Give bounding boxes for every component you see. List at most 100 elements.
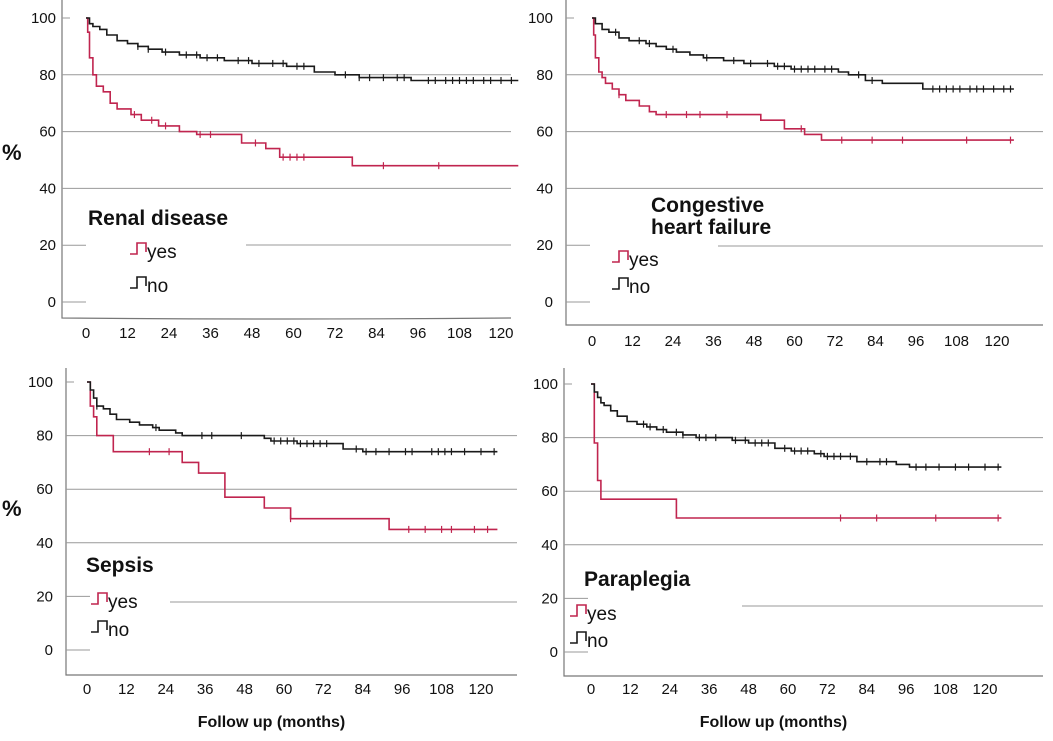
x-tick-label: 36 bbox=[197, 681, 214, 698]
legend-marker-yes bbox=[612, 250, 629, 263]
y-tick-label: 80 bbox=[36, 428, 53, 445]
chart-title: Sepsis bbox=[86, 554, 154, 577]
x-tick-label: 108 bbox=[447, 325, 472, 342]
x-tick-label: 84 bbox=[368, 325, 385, 342]
legend-label-no: no bbox=[147, 276, 168, 297]
x-tick-label: 60 bbox=[276, 681, 293, 698]
km-line-yes bbox=[86, 17, 519, 167]
y-tick-label: 100 bbox=[528, 10, 553, 27]
km-line-no bbox=[592, 17, 1014, 90]
y-tick-label: 60 bbox=[541, 483, 558, 500]
km-line-no bbox=[591, 383, 1002, 468]
y-tick-label: 100 bbox=[31, 10, 56, 27]
x-tick-label: 72 bbox=[819, 681, 836, 698]
x-axis-label: Follow up (months) bbox=[700, 714, 848, 731]
x-tick-label: 0 bbox=[83, 681, 91, 698]
x-tick-label: 72 bbox=[827, 333, 844, 350]
y-tick-label: 100 bbox=[533, 376, 558, 393]
x-tick-label: 24 bbox=[665, 333, 682, 350]
x-tick-label: 96 bbox=[898, 681, 915, 698]
x-tick-label: 48 bbox=[740, 681, 757, 698]
plot-frame bbox=[65, 368, 517, 676]
x-tick-label: 60 bbox=[285, 325, 302, 342]
plot-frame bbox=[565, 0, 1043, 326]
chart-panel-p4: 0 20 40 60 80 100 0 12 24 36 48 60 72 84 96 108 120 Follo… bbox=[533, 368, 1043, 731]
y-tick-label: 0 bbox=[45, 642, 53, 659]
km-line-yes bbox=[591, 383, 1002, 519]
legend-marker-no bbox=[130, 276, 147, 289]
x-tick-label: 120 bbox=[468, 681, 493, 698]
y-tick-label: 80 bbox=[541, 430, 558, 447]
legend-marker-no bbox=[570, 631, 587, 644]
y-tick-label: 20 bbox=[36, 588, 53, 605]
km-line-no bbox=[86, 17, 519, 82]
legend-marker-yes bbox=[570, 604, 587, 617]
y-tick-label: 60 bbox=[536, 124, 553, 141]
chart-title: Paraplegia bbox=[584, 568, 691, 591]
legend-label-yes: yes bbox=[108, 592, 138, 613]
y-axis-label: % bbox=[2, 140, 22, 165]
x-tick-label: 96 bbox=[908, 333, 925, 350]
y-axis-label: % bbox=[2, 496, 22, 521]
chart-panel-p2: 0 20 40 60 80 100 0 12 24 36 48 60 72 84 96 108 120 Conge… bbox=[528, 0, 1043, 350]
plot-frame bbox=[61, 0, 512, 320]
chart-title: Renal disease bbox=[88, 207, 228, 230]
x-tick-label: 108 bbox=[933, 681, 958, 698]
y-tick-label: 20 bbox=[536, 237, 553, 254]
chart-title: Congestive bbox=[651, 194, 764, 217]
x-tick-label: 120 bbox=[984, 333, 1009, 350]
y-tick-label: 40 bbox=[39, 180, 56, 197]
x-tick-label: 120 bbox=[972, 681, 997, 698]
chart-panel-p3: 0 20 40 60 80 100 0 12 24 36 48 60 72 84 96 108 120% Foll… bbox=[2, 368, 517, 731]
x-tick-label: 60 bbox=[780, 681, 797, 698]
x-tick-label: 24 bbox=[161, 325, 178, 342]
km-line-no bbox=[87, 381, 498, 453]
x-tick-label: 84 bbox=[867, 333, 884, 350]
chart-title: heart failure bbox=[651, 216, 771, 239]
y-tick-label: 80 bbox=[536, 67, 553, 84]
x-tick-label: 84 bbox=[858, 681, 875, 698]
km-line-yes bbox=[592, 17, 1014, 141]
x-tick-label: 72 bbox=[327, 325, 344, 342]
y-tick-label: 20 bbox=[39, 237, 56, 254]
x-tick-label: 48 bbox=[244, 325, 261, 342]
y-tick-label: 40 bbox=[536, 180, 553, 197]
legend-label-yes: yes bbox=[147, 242, 177, 263]
x-tick-label: 72 bbox=[315, 681, 332, 698]
y-tick-label: 20 bbox=[541, 590, 558, 607]
y-tick-label: 40 bbox=[541, 537, 558, 554]
x-tick-label: 48 bbox=[236, 681, 253, 698]
legend-label-no: no bbox=[629, 277, 650, 298]
y-tick-label: 100 bbox=[28, 374, 53, 391]
y-tick-label: 0 bbox=[545, 294, 553, 311]
x-tick-label: 36 bbox=[701, 681, 718, 698]
legend-label-yes: yes bbox=[587, 604, 617, 625]
x-tick-label: 24 bbox=[157, 681, 174, 698]
x-tick-label: 36 bbox=[202, 325, 219, 342]
x-tick-label: 84 bbox=[354, 681, 371, 698]
legend-label-no: no bbox=[108, 620, 129, 641]
legend-marker-yes bbox=[91, 592, 108, 605]
legend-marker-yes bbox=[130, 242, 147, 255]
y-tick-label: 0 bbox=[48, 294, 56, 311]
x-tick-label: 60 bbox=[786, 333, 803, 350]
legend-label-no: no bbox=[587, 631, 608, 652]
legend-label-yes: yes bbox=[629, 250, 659, 271]
x-tick-label: 96 bbox=[410, 325, 427, 342]
x-tick-label: 0 bbox=[587, 681, 595, 698]
x-tick-label: 108 bbox=[429, 681, 454, 698]
x-tick-label: 12 bbox=[622, 681, 639, 698]
legend-marker-no bbox=[91, 620, 108, 633]
y-tick-label: 60 bbox=[39, 124, 56, 141]
chart-panel-p1: 0 20 40 60 80 100 0 12 24 36 48 60 72 84 96 108 120% Rena… bbox=[2, 0, 519, 342]
y-tick-label: 80 bbox=[39, 67, 56, 84]
x-tick-label: 108 bbox=[944, 333, 969, 350]
km-line-yes bbox=[87, 381, 498, 531]
x-tick-label: 120 bbox=[488, 325, 513, 342]
y-tick-label: 60 bbox=[36, 481, 53, 498]
y-tick-label: 0 bbox=[550, 644, 558, 661]
x-tick-label: 48 bbox=[746, 333, 763, 350]
x-tick-label: 12 bbox=[119, 325, 136, 342]
x-axis-label: Follow up (months) bbox=[198, 714, 346, 731]
